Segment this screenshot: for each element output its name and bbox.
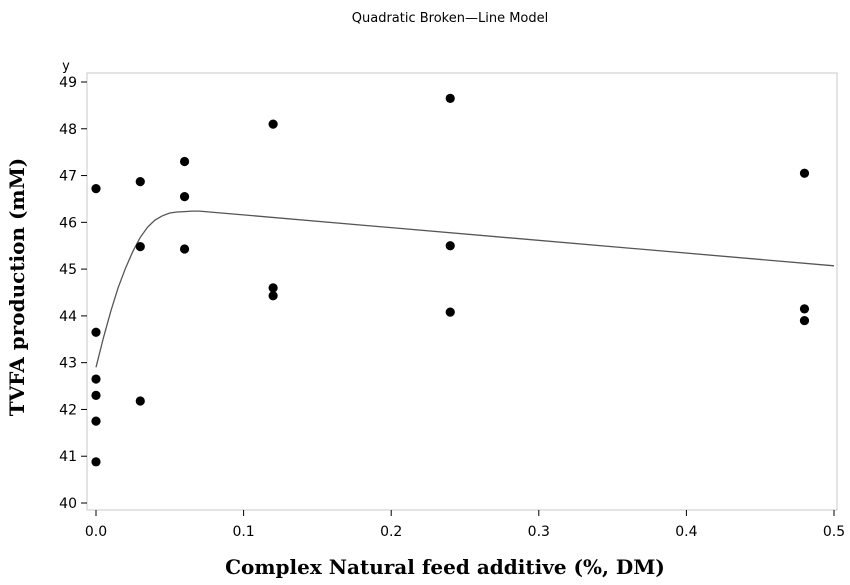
data-point-14: [268, 291, 278, 301]
y-tick-label-43: 43: [59, 356, 77, 372]
data-point-13: [268, 283, 278, 293]
y-tick-label-49: 49: [59, 75, 77, 91]
x-tick-label-5: 0.5: [823, 524, 845, 540]
data-point-2: [91, 374, 101, 384]
x-axis-label: Complex Natural feed additive (%, DM): [225, 555, 665, 579]
data-point-7: [135, 242, 145, 252]
data-point-19: [799, 304, 810, 314]
y-axis-label: TVFA production (mM): [5, 158, 29, 416]
data-point-8: [135, 396, 145, 406]
data-point-3: [91, 390, 101, 401]
data-point-20: [799, 315, 810, 326]
plot-frame: [86, 72, 838, 511]
y-tick-label-47: 47: [59, 169, 77, 185]
data-point-5: [91, 457, 101, 467]
x-tick-label-3: 0.3: [528, 524, 550, 540]
data-point-18: [799, 168, 810, 178]
x-axis: 0.0 0.1 0.2 0.3 0.4 0.5: [85, 510, 845, 540]
data-point-15: [445, 93, 455, 103]
data-point-9: [179, 156, 190, 167]
y-tick-label-40: 40: [59, 496, 77, 512]
chart-title: Quadratic Broken—Line Model: [352, 11, 548, 26]
y-tick-label-42: 42: [59, 402, 77, 418]
data-point-0: [91, 184, 101, 194]
x-tick-label-0: 0.0: [85, 524, 107, 540]
x-tick-label-2: 0.2: [380, 524, 402, 540]
x-tick-label-1: 0.1: [232, 524, 254, 540]
fit-curve-layer: [95, 210, 835, 368]
y-tick-label-46: 46: [59, 215, 77, 231]
y-tick-label-41: 41: [59, 449, 77, 465]
x-tick-label-4: 0.4: [675, 524, 697, 540]
y-tick-label-45: 45: [59, 262, 77, 278]
y-variable-label: y: [62, 59, 70, 74]
data-point-11: [179, 244, 190, 254]
y-tick-label-48: 48: [59, 122, 77, 138]
data-points: [91, 93, 810, 467]
y-axis: 40 41 42 43 44 45 46 47 48 49: [59, 75, 87, 512]
fit-curve: [95, 210, 835, 368]
data-point-16: [445, 241, 455, 251]
data-point-6: [135, 177, 145, 187]
data-point-12: [268, 119, 278, 129]
data-point-10: [179, 192, 190, 202]
data-point-1: [91, 327, 101, 337]
y-tick-label-44: 44: [59, 309, 77, 325]
data-point-17: [445, 307, 455, 317]
data-point-4: [91, 416, 101, 426]
